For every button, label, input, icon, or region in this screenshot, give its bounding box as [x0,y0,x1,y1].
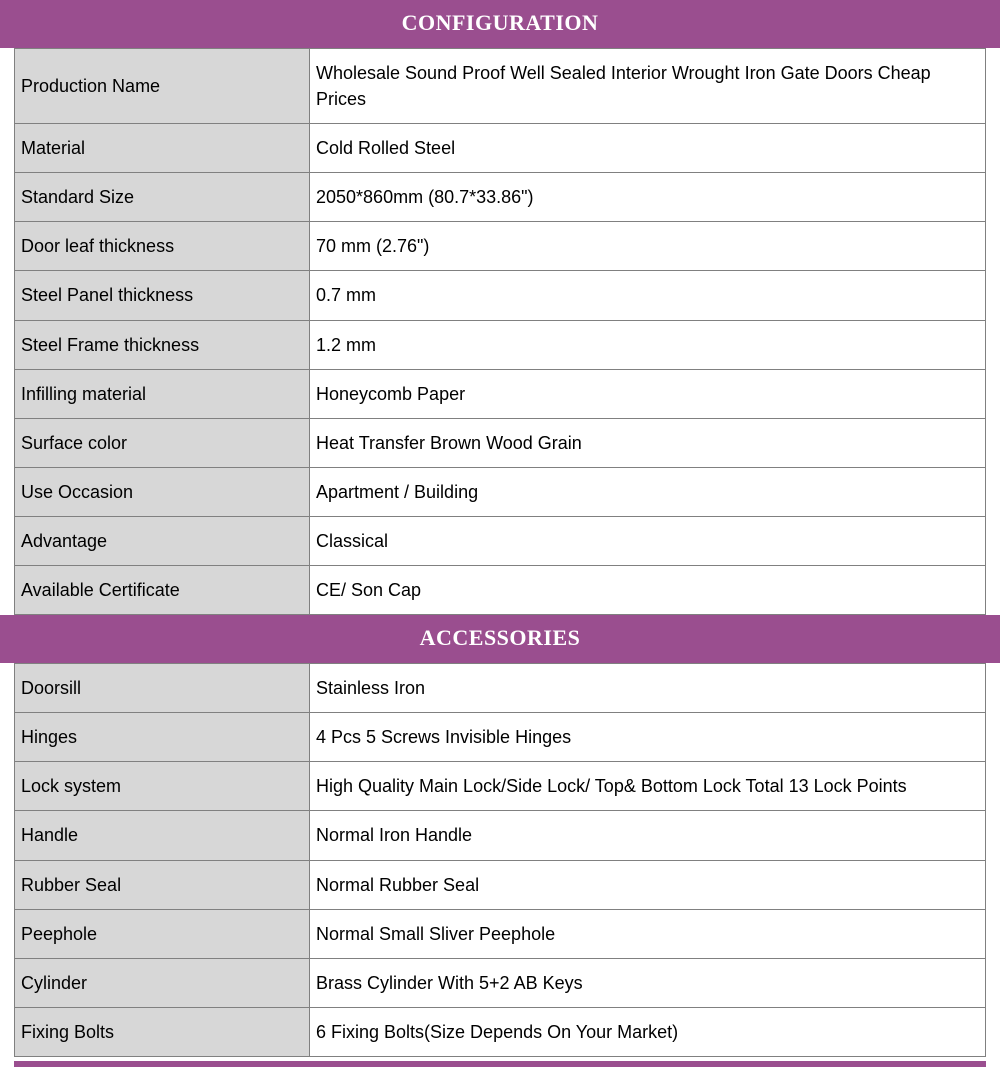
spec-label: Hinges [15,713,310,762]
table-row: Production Name Wholesale Sound Proof We… [15,49,986,124]
section-body-wrap: Doorsill Stainless Iron Hinges 4 Pcs 5 S… [0,663,1000,1067]
bottom-accent-bar [14,1061,986,1067]
spec-label: Fixing Bolts [15,1007,310,1056]
section-body-table: Production Name Wholesale Sound Proof We… [14,48,986,615]
spec-value: CE/ Son Cap [310,566,986,615]
spec-label: Peephole [15,909,310,958]
section-table-accessories: ACCESSORIES [0,615,1000,663]
spec-value: 0.7 mm [310,271,986,320]
table-row: Material Cold Rolled Steel [15,124,986,173]
section-header-row: CONFIGURATION [0,0,1000,48]
table-row: Available Certificate CE/ Son Cap [15,566,986,615]
spec-value: Honeycomb Paper [310,369,986,418]
table-row: Door leaf thickness 70 mm (2.76") [15,222,986,271]
spec-label: Use Occasion [15,467,310,516]
spec-value: Normal Iron Handle [310,811,986,860]
spec-value: 4 Pcs 5 Screws Invisible Hinges [310,713,986,762]
spec-label: Rubber Seal [15,860,310,909]
table-row: Peephole Normal Small Sliver Peephole [15,909,986,958]
spec-label: Surface color [15,418,310,467]
table-row: Surface color Heat Transfer Brown Wood G… [15,418,986,467]
spec-value: Wholesale Sound Proof Well Sealed Interi… [310,49,986,124]
table-row: Handle Normal Iron Handle [15,811,986,860]
spec-label: Infilling material [15,369,310,418]
table-row: Cylinder Brass Cylinder With 5+2 AB Keys [15,958,986,1007]
spec-value: 2050*860mm (80.7*33.86") [310,173,986,222]
table-row: Fixing Bolts 6 Fixing Bolts(Size Depends… [15,1007,986,1056]
table-row: Hinges 4 Pcs 5 Screws Invisible Hinges [15,713,986,762]
spec-label: Steel Frame thickness [15,320,310,369]
spec-label: Doorsill [15,664,310,713]
spec-label: Steel Panel thickness [15,271,310,320]
spec-value: Apartment / Building [310,467,986,516]
table-row: Infilling material Honeycomb Paper [15,369,986,418]
spec-value: Heat Transfer Brown Wood Grain [310,418,986,467]
section-body-table: Doorsill Stainless Iron Hinges 4 Pcs 5 S… [14,663,986,1057]
table-row: Steel Panel thickness 0.7 mm [15,271,986,320]
section-table-configuration: CONFIGURATION [0,0,1000,48]
section-body-wrap: Production Name Wholesale Sound Proof We… [0,48,1000,615]
spec-value: 70 mm (2.76") [310,222,986,271]
table-row: Steel Frame thickness 1.2 mm [15,320,986,369]
spec-value: Classical [310,516,986,565]
section-title: CONFIGURATION [0,0,1000,48]
spec-value: High Quality Main Lock/Side Lock/ Top& B… [310,762,986,811]
spec-value: Stainless Iron [310,664,986,713]
spec-label: Material [15,124,310,173]
spec-label: Door leaf thickness [15,222,310,271]
spec-label: Handle [15,811,310,860]
table-row: Advantage Classical [15,516,986,565]
spec-value: 6 Fixing Bolts(Size Depends On Your Mark… [310,1007,986,1056]
table-row: Use Occasion Apartment / Building [15,467,986,516]
section-header-row: ACCESSORIES [0,615,1000,663]
table-row: Standard Size 2050*860mm (80.7*33.86") [15,173,986,222]
spec-label: Production Name [15,49,310,124]
section-title: ACCESSORIES [0,615,1000,663]
table-row: Doorsill Stainless Iron [15,664,986,713]
spec-value: Normal Small Sliver Peephole [310,909,986,958]
spec-label: Available Certificate [15,566,310,615]
spec-value: 1.2 mm [310,320,986,369]
spec-label: Cylinder [15,958,310,1007]
table-row: Rubber Seal Normal Rubber Seal [15,860,986,909]
spec-label: Advantage [15,516,310,565]
spec-value: Normal Rubber Seal [310,860,986,909]
spec-label: Standard Size [15,173,310,222]
spec-label: Lock system [15,762,310,811]
spec-value: Brass Cylinder With 5+2 AB Keys [310,958,986,1007]
spec-table-container: CONFIGURATION Production Name Wholesale … [0,0,1000,1067]
table-row: Lock system High Quality Main Lock/Side … [15,762,986,811]
spec-value: Cold Rolled Steel [310,124,986,173]
